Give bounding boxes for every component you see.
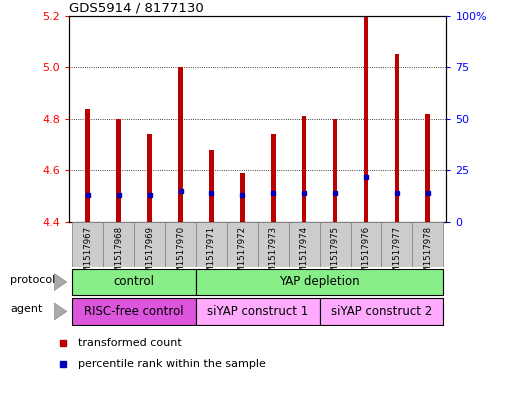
FancyBboxPatch shape xyxy=(289,222,320,267)
Bar xyxy=(271,134,275,222)
Text: YAP depletion: YAP depletion xyxy=(279,275,360,288)
Text: GSM1517973: GSM1517973 xyxy=(269,226,278,284)
Text: GSM1517970: GSM1517970 xyxy=(176,226,185,284)
Text: siYAP construct 2: siYAP construct 2 xyxy=(331,305,432,318)
Text: control: control xyxy=(114,275,154,288)
Text: transformed count: transformed count xyxy=(78,338,182,348)
Bar xyxy=(178,67,183,222)
FancyBboxPatch shape xyxy=(196,269,443,295)
FancyBboxPatch shape xyxy=(103,222,134,267)
FancyBboxPatch shape xyxy=(72,222,103,267)
FancyBboxPatch shape xyxy=(196,298,320,325)
FancyBboxPatch shape xyxy=(227,222,258,267)
Text: GSM1517976: GSM1517976 xyxy=(362,226,370,284)
Polygon shape xyxy=(54,303,67,320)
Text: GSM1517978: GSM1517978 xyxy=(423,226,432,284)
Text: agent: agent xyxy=(10,305,43,314)
Text: GSM1517971: GSM1517971 xyxy=(207,226,216,284)
Bar xyxy=(209,150,214,222)
FancyBboxPatch shape xyxy=(258,222,289,267)
FancyBboxPatch shape xyxy=(350,222,381,267)
Bar xyxy=(147,134,152,222)
Polygon shape xyxy=(54,274,67,290)
Bar xyxy=(425,114,430,222)
FancyBboxPatch shape xyxy=(381,222,412,267)
FancyBboxPatch shape xyxy=(320,298,443,325)
Text: GDS5914 / 8177130: GDS5914 / 8177130 xyxy=(69,2,204,15)
Bar xyxy=(333,119,338,222)
Text: protocol: protocol xyxy=(10,275,55,285)
Bar xyxy=(116,119,121,222)
FancyBboxPatch shape xyxy=(165,222,196,267)
FancyBboxPatch shape xyxy=(196,222,227,267)
Bar xyxy=(86,108,90,222)
Text: GSM1517977: GSM1517977 xyxy=(392,226,401,284)
Bar xyxy=(364,16,368,222)
FancyBboxPatch shape xyxy=(72,298,196,325)
Text: percentile rank within the sample: percentile rank within the sample xyxy=(78,359,266,369)
Text: GSM1517975: GSM1517975 xyxy=(330,226,340,284)
Text: GSM1517972: GSM1517972 xyxy=(238,226,247,284)
Text: GSM1517968: GSM1517968 xyxy=(114,226,123,284)
Bar xyxy=(240,173,245,222)
Bar xyxy=(394,54,399,222)
Text: GSM1517974: GSM1517974 xyxy=(300,226,309,284)
Text: siYAP construct 1: siYAP construct 1 xyxy=(207,305,308,318)
Bar xyxy=(302,116,306,222)
FancyBboxPatch shape xyxy=(72,269,196,295)
FancyBboxPatch shape xyxy=(320,222,350,267)
Text: GSM1517969: GSM1517969 xyxy=(145,226,154,284)
Text: GSM1517967: GSM1517967 xyxy=(83,226,92,284)
FancyBboxPatch shape xyxy=(134,222,165,267)
FancyBboxPatch shape xyxy=(412,222,443,267)
Text: RISC-free control: RISC-free control xyxy=(84,305,184,318)
